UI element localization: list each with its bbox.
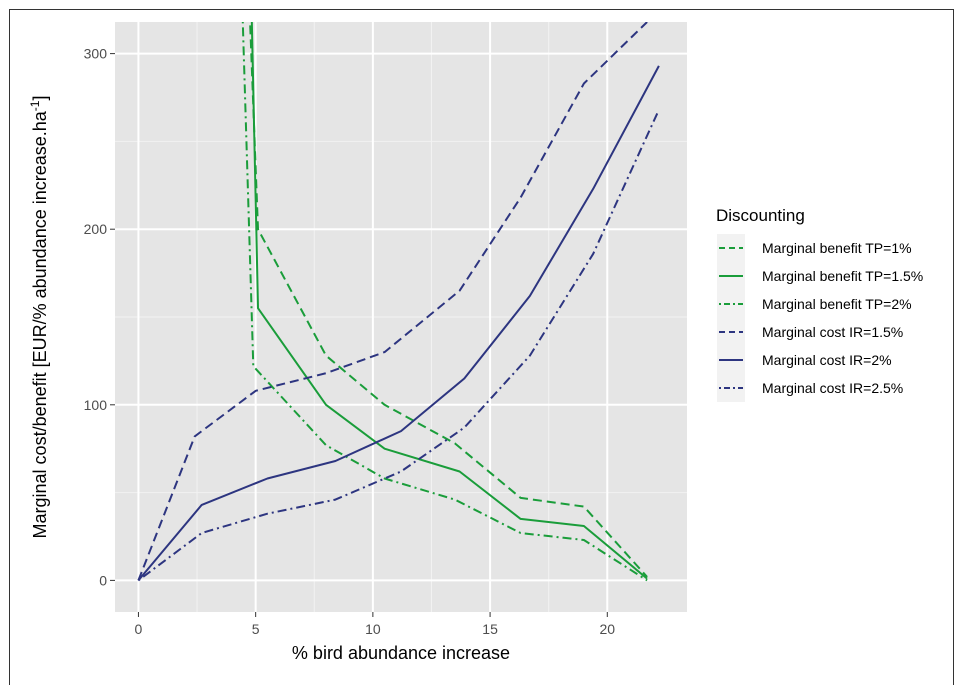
y-tick-label: 100	[84, 397, 108, 413]
series-line-3	[241, 22, 648, 582]
series-line-4	[137, 22, 648, 581]
y-axis-title-suffix: ]	[30, 96, 50, 101]
legend-label: Marginal benefit TP=1.5%	[762, 268, 923, 284]
legend-label: Marginal benefit TP=2%	[762, 296, 912, 312]
y-tick-label: 200	[84, 221, 108, 237]
legend-label: Marginal benefit TP=1%	[762, 240, 912, 256]
y-axis-title: Marginal cost/benefit [EUR/% abundance i…	[28, 96, 50, 539]
legend-item: Marginal benefit TP=2%	[717, 290, 912, 318]
legend-label: Marginal cost IR=2%	[762, 352, 892, 368]
x-tick-labels: 0 5 10 15 20	[135, 621, 616, 637]
x-tick-label: 20	[600, 621, 616, 637]
legend-items: Marginal benefit TP=1% Marginal benefit T…	[717, 234, 923, 402]
series-layer	[137, 22, 660, 582]
legend-item: Marginal cost IR=2.5%	[717, 374, 903, 402]
legend-label: Marginal cost IR=1.5%	[762, 324, 903, 340]
series-line-1	[249, 22, 648, 578]
y-axis-title-sup: -1	[28, 100, 42, 111]
axis-ticks	[110, 53, 608, 617]
x-axis-title: % bird abundance increase	[292, 643, 510, 663]
grid-minor	[115, 22, 687, 612]
y-tick-label: 0	[99, 572, 107, 588]
series-line-5	[137, 65, 660, 582]
legend-item: Marginal benefit TP=1%	[717, 234, 912, 262]
x-tick-label: 15	[482, 621, 498, 637]
legend-label: Marginal cost IR=2.5%	[762, 380, 903, 396]
x-tick-label: 10	[365, 621, 381, 637]
x-tick-label: 0	[135, 621, 143, 637]
x-tick-label: 5	[252, 621, 260, 637]
series-line-2	[250, 22, 648, 580]
legend-item: Marginal cost IR=2%	[717, 346, 892, 374]
y-axis-title-main: Marginal cost/benefit [EUR/% abundance i…	[30, 110, 50, 538]
series-line-6	[137, 109, 660, 582]
y-tick-labels: 0 100 200 300	[84, 46, 108, 589]
legend-title: Discounting	[716, 206, 805, 225]
legend: Discounting Marginal benefit TP=1%Margin…	[716, 206, 923, 402]
grid-major	[115, 22, 687, 612]
legend-item: Marginal benefit TP=1.5%	[717, 262, 923, 290]
figure-frame	[9, 9, 954, 685]
y-tick-label: 300	[84, 46, 108, 62]
legend-item: Marginal cost IR=1.5%	[717, 318, 903, 346]
